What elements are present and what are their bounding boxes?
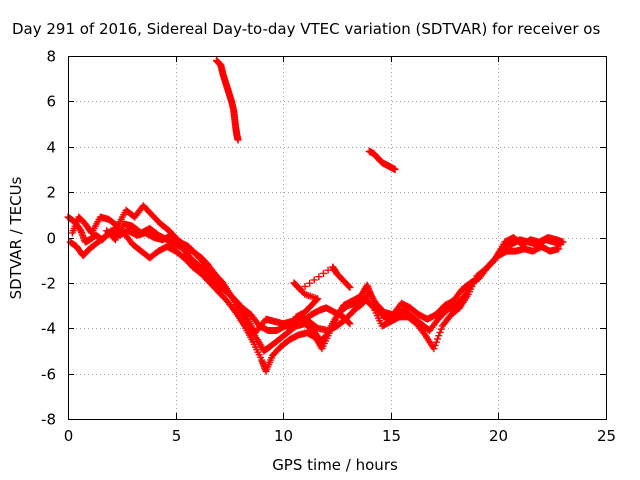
data-point (368, 303, 376, 311)
data-point (346, 320, 354, 328)
x-tick-label: 5 (172, 427, 182, 445)
data-point (432, 338, 440, 346)
data-point (346, 283, 354, 291)
y-tick-label: 0 (46, 230, 56, 248)
x-tick-label: 25 (597, 427, 616, 445)
data-point (301, 282, 309, 290)
data-point (437, 325, 445, 333)
y-tick-label: -4 (41, 320, 56, 338)
data-point (296, 286, 304, 294)
x-tick-label: 20 (489, 427, 508, 445)
y-tick-label: -6 (41, 366, 56, 384)
x-tick-label: 10 (274, 427, 293, 445)
y-tick-label: 2 (46, 184, 56, 202)
data-point (310, 276, 318, 284)
chart-title: Day 291 of 2016, Sidereal Day-to-day VTE… (12, 20, 600, 38)
data-point (319, 269, 327, 277)
data-point (324, 266, 332, 274)
data-point (345, 282, 353, 290)
data-point (436, 328, 444, 336)
data-point (234, 136, 242, 144)
data-point (231, 307, 239, 315)
data-point (434, 335, 442, 343)
data-point (431, 341, 439, 349)
x-tick-label: 15 (382, 427, 401, 445)
y-tick-label: 8 (46, 48, 56, 66)
x-tick-label: 0 (64, 427, 74, 445)
data-point (491, 255, 499, 263)
data-point (295, 285, 303, 293)
y-tick-label: -2 (41, 275, 56, 293)
data-point (435, 332, 443, 340)
data-point (345, 319, 353, 327)
data-point (211, 270, 219, 278)
data-point (420, 329, 428, 337)
y-tick-label: 4 (46, 139, 56, 157)
y-tick-label: -8 (41, 411, 56, 429)
data-points (64, 57, 567, 375)
data-point (559, 238, 567, 246)
data-point (391, 165, 399, 173)
data-point (430, 345, 438, 353)
axis-ticks: 0 5 10 15 20 25 -8 -6 -4 -2 0 2 4 6 8 (41, 48, 616, 446)
y-tick-label: 6 (46, 93, 56, 111)
y-axis-label: SDTVAR / TECUs (7, 176, 25, 299)
x-axis-label: GPS time / hours (272, 456, 398, 474)
data-point (301, 290, 309, 298)
data-point (315, 273, 323, 281)
data-point (306, 279, 314, 287)
